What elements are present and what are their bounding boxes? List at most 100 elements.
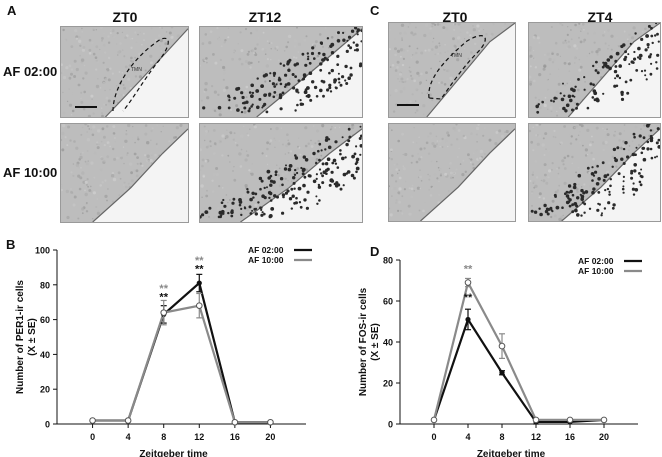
tissue-grain xyxy=(92,125,96,129)
labeled-cell xyxy=(562,106,566,111)
tissue-grain xyxy=(106,188,109,190)
tissue-grain xyxy=(65,66,69,70)
tissue-grain xyxy=(203,125,206,128)
tissue-grain xyxy=(114,140,117,143)
labeled-cell xyxy=(273,85,277,88)
tissue-grain xyxy=(390,187,393,190)
tissue-grain xyxy=(133,70,136,73)
tissue-grain xyxy=(562,41,565,45)
tissue-grain xyxy=(401,39,403,41)
tissue-grain xyxy=(550,215,553,219)
tissue-grain xyxy=(303,38,307,42)
tissue-grain xyxy=(401,63,405,67)
tissue-grain xyxy=(596,53,599,56)
labeled-cell xyxy=(307,55,310,58)
tissue-grain xyxy=(543,154,546,156)
labeled-cell xyxy=(656,53,660,57)
tissue-grain xyxy=(435,135,438,138)
labeled-cell xyxy=(312,179,317,184)
tissue-grain xyxy=(233,178,237,182)
tissue-grain xyxy=(592,157,595,161)
micrograph-a-af0200-zt12 xyxy=(199,26,363,118)
tissue-grain xyxy=(586,55,588,57)
tissue-grain xyxy=(551,61,555,64)
tissue-grain xyxy=(212,129,216,132)
tissue-grain xyxy=(144,69,147,72)
tissue-grain xyxy=(215,111,217,113)
tissue-grain xyxy=(96,141,99,144)
tissue-grain xyxy=(111,72,114,75)
tissue-grain xyxy=(395,168,398,171)
labeled-cell xyxy=(644,48,648,52)
tissue-grain xyxy=(423,33,427,38)
labeled-cell xyxy=(251,103,254,106)
labeled-cell xyxy=(591,96,595,99)
tissue-grain xyxy=(87,185,89,188)
labeled-cell xyxy=(290,207,293,210)
tissue-grain xyxy=(581,186,583,188)
tissue-grain xyxy=(492,23,495,26)
labeled-cell xyxy=(631,187,635,191)
tissue-grain xyxy=(588,184,592,188)
tissue-grain xyxy=(217,93,220,97)
tissue-grain xyxy=(574,102,577,105)
labeled-cell xyxy=(305,206,309,210)
labeled-cell xyxy=(586,166,590,170)
tissue-grain xyxy=(400,55,402,58)
tissue-grain xyxy=(412,141,415,144)
labeled-cell xyxy=(630,176,634,180)
tissue-grain xyxy=(450,176,453,180)
labeled-cell xyxy=(360,29,362,33)
labeled-cell xyxy=(580,197,584,201)
tissue-grain xyxy=(571,24,574,27)
tissue-grain xyxy=(438,42,441,45)
labeled-cell xyxy=(633,163,637,167)
tissue-grain xyxy=(69,91,73,95)
tissue-grain xyxy=(418,157,421,161)
tissue-grain xyxy=(228,133,230,135)
labeled-cell xyxy=(541,100,544,104)
labeled-cell xyxy=(349,73,353,77)
tissue-grain xyxy=(390,129,393,132)
labeled-cell xyxy=(355,145,358,148)
tissue-grain xyxy=(435,143,438,146)
labeled-cell xyxy=(620,44,624,49)
tissue-grain xyxy=(549,73,552,75)
tissue-grain xyxy=(420,156,423,159)
labeled-cell xyxy=(283,167,288,171)
labeled-cell xyxy=(295,196,298,200)
labeled-cell xyxy=(614,158,618,163)
tissue-grain xyxy=(590,54,592,56)
tissue-grain xyxy=(457,23,461,26)
tissue-grain xyxy=(212,53,215,56)
micrograph-a-af0200-zt0: TMN xyxy=(60,26,189,118)
tissue-grain xyxy=(245,96,248,98)
tissue-grain xyxy=(100,140,103,143)
tissue-grain xyxy=(390,158,393,161)
labeled-cell xyxy=(640,70,644,73)
tissue-grain xyxy=(640,128,642,130)
tissue-grain xyxy=(571,155,574,159)
tissue-grain xyxy=(205,57,208,60)
tissue-grain xyxy=(538,41,541,44)
tissue-grain xyxy=(154,38,158,42)
tissue-grain xyxy=(283,50,286,52)
tissue-grain xyxy=(535,124,539,127)
labeled-cell xyxy=(335,86,338,90)
tissue-grain xyxy=(389,28,391,31)
tissue-grain xyxy=(314,142,317,145)
labeled-cell xyxy=(324,138,329,142)
tissue-grain xyxy=(223,68,226,72)
labeled-cell xyxy=(248,205,252,209)
labeled-cell xyxy=(259,206,262,209)
tissue-grain xyxy=(424,49,427,52)
tissue-grain xyxy=(431,98,434,102)
tissue-grain xyxy=(578,131,582,135)
tissue-grain xyxy=(146,141,150,145)
labeled-cell xyxy=(632,182,635,185)
tissue-grain xyxy=(155,143,158,146)
tissue-grain xyxy=(472,25,474,27)
labeled-cell xyxy=(657,40,660,43)
tissue-grain xyxy=(84,160,87,163)
tissue-grain xyxy=(159,39,163,43)
